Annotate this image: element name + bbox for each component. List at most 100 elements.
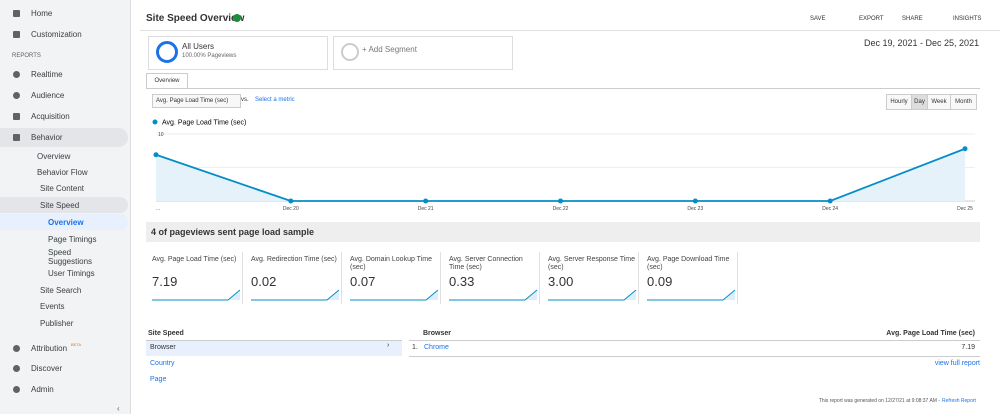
add-segment[interactable]: + Add Segment xyxy=(362,45,417,54)
segment-box[interactable] xyxy=(148,36,328,70)
metric-tile: Avg. Server Connection Time (sec) 0.33 xyxy=(445,252,540,304)
nav-item[interactable]: Behavior xyxy=(31,133,63,142)
dimension[interactable]: Page xyxy=(150,376,167,383)
metric-select[interactable]: Avg. Page Load Time (sec) xyxy=(152,94,241,108)
legend-dot xyxy=(152,119,158,125)
realtime-icon xyxy=(13,71,20,78)
row-arrow: › xyxy=(387,342,390,349)
metric-value: 0.02 xyxy=(251,274,277,289)
active-subsection xyxy=(0,197,128,213)
table-row xyxy=(409,340,980,357)
granularity-button[interactable]: Hourly xyxy=(886,94,912,110)
metric-tile: Avg. Domain Lookup Time (sec) 0.07 xyxy=(346,252,441,304)
granularity-button[interactable]: Month xyxy=(950,94,977,110)
admin-icon xyxy=(13,386,20,393)
sparkline xyxy=(449,289,538,301)
sparkline-line xyxy=(251,289,340,301)
nav-item[interactable]: Acquisition xyxy=(31,112,70,121)
full-report[interactable]: view full report xyxy=(934,360,980,367)
selected-row[interactable] xyxy=(146,340,402,356)
granularity-button[interactable]: Day xyxy=(911,94,928,110)
refresh[interactable]: Refresh Report xyxy=(942,398,976,404)
page-title: Site Speed Overview xyxy=(146,13,245,24)
action[interactable]: SHARE xyxy=(902,16,923,22)
x-tick-label: Dec 23 xyxy=(687,206,703,212)
metric-label: Avg. Domain Lookup Time (sec) xyxy=(350,256,432,271)
x-tick-label: Dec 22 xyxy=(553,206,569,212)
nav-item[interactable]: Events xyxy=(40,302,65,311)
nav-item[interactable]: Site Content xyxy=(40,184,85,193)
dimension[interactable]: Country xyxy=(150,360,175,367)
table-header: Browser xyxy=(423,330,452,337)
divider xyxy=(140,30,1000,31)
x-tick-label: Dec 20 xyxy=(283,206,299,212)
nav-item[interactable]: User Timings xyxy=(48,269,95,278)
nav-item[interactable]: Customization xyxy=(31,30,82,39)
point xyxy=(423,198,429,204)
nav-item[interactable]: Publisher xyxy=(40,319,74,328)
area xyxy=(156,148,965,201)
point xyxy=(153,152,159,158)
browser[interactable]: Chrome xyxy=(424,344,449,351)
sparkline xyxy=(647,289,736,301)
nav-item[interactable]: Discover xyxy=(31,364,63,373)
metric-label: Avg. Page Download Time (sec) xyxy=(647,256,730,271)
vs-label: vs. xyxy=(241,97,249,103)
date-range[interactable]: Dec 19, 2021 - Dec 25, 2021 xyxy=(864,38,980,48)
sparkline-area xyxy=(152,290,240,300)
sparkline xyxy=(251,289,340,301)
metric-label: Avg. Server Response Time (sec) xyxy=(548,256,636,271)
metric-tile: Avg. Page Download Time (sec) 0.09 xyxy=(643,252,738,304)
nav-item[interactable]: Overview xyxy=(37,152,71,161)
audience-icon xyxy=(13,92,20,99)
add-ring xyxy=(341,43,359,61)
tab[interactable]: Overview xyxy=(146,73,188,89)
y-tick-label: 10 xyxy=(158,132,164,138)
point xyxy=(288,198,294,204)
collapse-arrow[interactable]: ‹ xyxy=(117,404,120,413)
nav-item[interactable]: Site Search xyxy=(40,286,82,295)
nav-item[interactable]: Realtime xyxy=(31,70,63,79)
line-chart: Avg. Page Load Time (sec)510...Dec 20Dec… xyxy=(152,119,975,212)
add-segment-box[interactable] xyxy=(333,36,513,70)
segment-ring xyxy=(156,41,178,63)
metric-value: 3.00 xyxy=(548,274,574,289)
metric-tile: Avg. Server Response Time (sec) 3.00 xyxy=(544,252,639,304)
sparkline xyxy=(152,289,241,301)
legend-label: Avg. Page Load Time (sec) xyxy=(162,120,246,127)
nav-item[interactable]: Page Timings xyxy=(48,235,97,244)
sparkline-area xyxy=(647,290,735,300)
nav-item[interactable]: Site Speed xyxy=(40,201,80,210)
granularity-button[interactable]: Week xyxy=(927,94,951,110)
action[interactable]: SAVE xyxy=(810,16,826,22)
action[interactable]: INSIGHTS xyxy=(953,16,982,22)
behavior-icon xyxy=(13,134,20,141)
sparkline-area xyxy=(350,290,438,300)
beta-badge: BETA xyxy=(71,342,82,347)
nav-item[interactable]: Audience xyxy=(31,91,65,100)
metric-value: 7.19 xyxy=(961,344,975,351)
nav-item[interactable]: Admin xyxy=(31,385,54,394)
metric-value: 7.19 xyxy=(152,274,178,289)
nav-item[interactable]: Behavior Flow xyxy=(37,168,88,177)
metric-label: Avg. Server Connection Time (sec) xyxy=(449,256,523,271)
select-metric[interactable]: Select a metric xyxy=(255,97,295,103)
dimension[interactable]: Browser xyxy=(150,344,176,351)
sparkline xyxy=(548,289,637,301)
sparkline-area xyxy=(449,290,537,300)
metric-value: 0.09 xyxy=(647,274,673,289)
metric-value: 0.33 xyxy=(449,274,475,289)
nav-item[interactable]: Home xyxy=(31,9,53,18)
nav-item[interactable]: Overview xyxy=(48,218,84,227)
table-header: Avg. Page Load Time (sec) xyxy=(886,330,975,337)
nav-item[interactable]: Speed Suggestions xyxy=(48,248,93,266)
home-icon xyxy=(13,10,20,17)
attribution-icon xyxy=(13,345,20,352)
verified-icon xyxy=(233,14,241,22)
segment-sub: 100.00% Pageviews xyxy=(182,53,237,59)
action[interactable]: EXPORT xyxy=(859,16,884,22)
nav-item[interactable]: Attribution xyxy=(31,344,68,353)
point xyxy=(558,198,563,204)
section-label: REPORTS xyxy=(12,53,41,59)
x-tick-label: Dec 25 xyxy=(957,206,973,212)
